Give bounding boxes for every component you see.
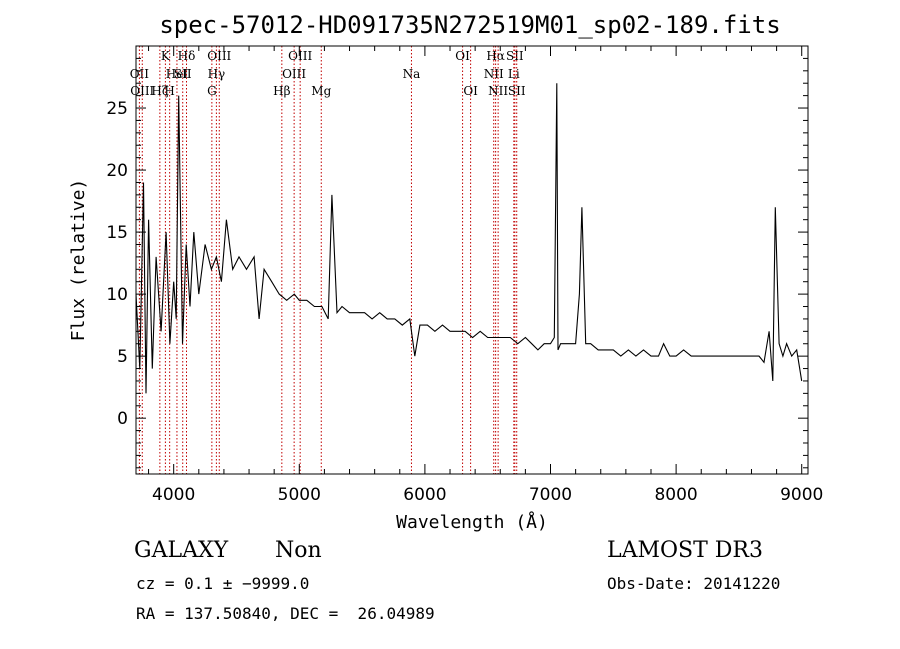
y-tick-label-1: 5	[117, 347, 128, 367]
x-tick-label-5: 9000	[780, 485, 823, 505]
x-tick-label-1: 5000	[278, 485, 321, 505]
y-tick-label-2: 10	[106, 285, 128, 305]
x-tick-label-0: 4000	[152, 485, 195, 505]
line-markers: OIIOIIIHζKHHeISIIHδGHγOIIIHβOIIIOIIIMgNa…	[130, 46, 526, 474]
y-tick-label-3: 15	[106, 223, 128, 243]
x-tick-label-4: 8000	[654, 485, 697, 505]
line-label-12: OIII	[282, 67, 306, 81]
spectrum-line	[135, 83, 803, 394]
y-tick-label-0: 0	[117, 409, 128, 429]
line-label-13: OIII	[288, 49, 312, 63]
y-tick-label-5: 25	[106, 99, 128, 119]
line-label-23: SII	[508, 84, 526, 98]
x-tick-label-3: 7000	[529, 485, 572, 505]
line-label-20: NII	[488, 84, 508, 98]
line-label-11: Hβ	[273, 84, 290, 98]
redshift-text: cz = 0.1 ± −9999.0	[136, 574, 310, 593]
line-label-10: OIII	[207, 49, 231, 63]
line-label-7: Hδ	[178, 49, 196, 63]
object-subclass: Non	[275, 538, 322, 563]
line-label-17: OI	[463, 84, 478, 98]
line-label-22: SII	[506, 49, 524, 63]
line-label-3: K	[161, 49, 171, 63]
line-label-4: H	[164, 84, 174, 98]
line-label-14: Mg	[311, 84, 331, 98]
line-label-19: Hα	[486, 49, 505, 63]
line-label-15: Na	[403, 67, 421, 81]
x-axis-label: Wavelength (Å)	[396, 511, 548, 533]
x-tick-label-2: 6000	[403, 485, 446, 505]
chart-title: spec-57012-HD091735N272519M01_sp02-189.f…	[159, 11, 780, 39]
line-label-0: OII	[130, 67, 150, 81]
line-label-6: SII	[174, 67, 192, 81]
line-label-9: Hγ	[208, 67, 226, 81]
line-label-8: G	[207, 84, 217, 98]
obs-date-text: Obs-Date: 20141220	[607, 574, 781, 593]
y-axis: 0 5 10 15 20 25	[106, 57, 808, 469]
line-label-2: Hζ	[151, 84, 168, 98]
plot-frame	[135, 45, 809, 475]
x-axis: 4000 5000 6000 7000 8000 9000	[148, 46, 823, 505]
line-label-16: OI	[455, 49, 470, 63]
line-label-21: Li	[508, 67, 520, 81]
y-axis-label: Flux (relative)	[68, 179, 89, 342]
coordinates-text: RA = 137.50840, DEC = 26.04989	[136, 604, 435, 623]
line-label-18: NII	[484, 67, 504, 81]
survey-name: LAMOST DR3	[607, 538, 763, 563]
object-class: GALAXY	[134, 538, 229, 563]
y-tick-label-4: 20	[106, 161, 128, 181]
